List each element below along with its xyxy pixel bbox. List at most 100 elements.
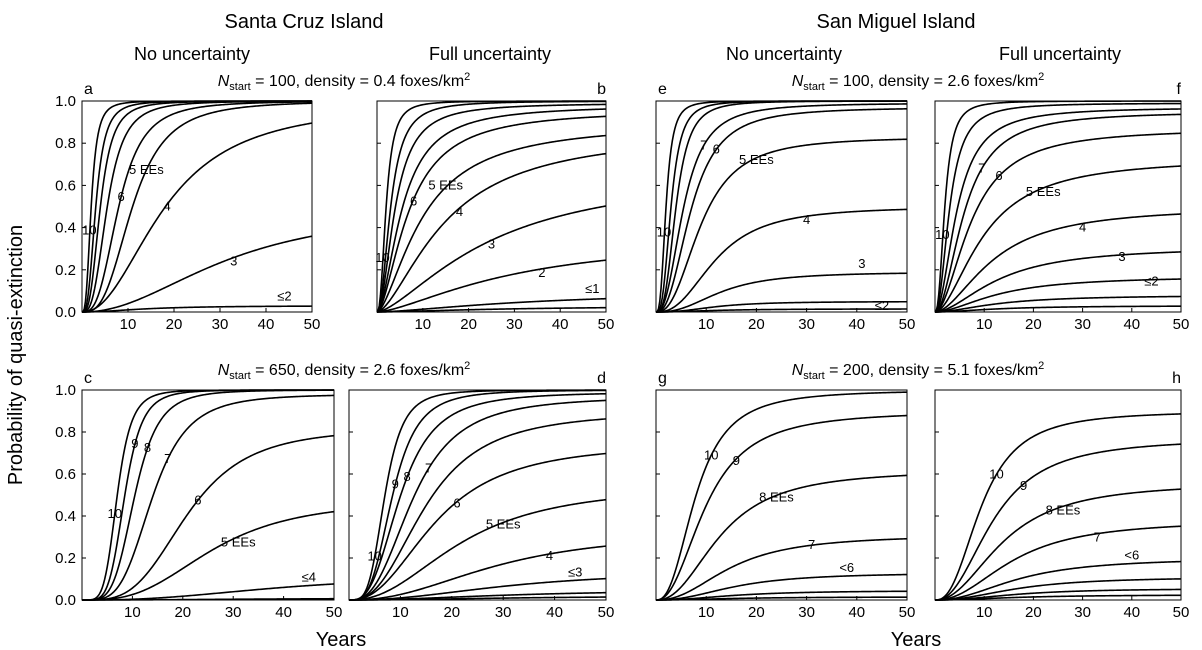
panel-letter: e: [658, 81, 667, 98]
curve-label: 6: [453, 496, 460, 511]
curve: [656, 590, 908, 601]
x-tick-label: 30: [506, 316, 523, 333]
curve-label: 9: [1020, 478, 1027, 493]
curve-label: 7: [1094, 530, 1101, 545]
curve-label: 7: [164, 451, 171, 466]
curve-≤1: [376, 297, 607, 313]
curve: [81, 100, 312, 313]
curve-label: 7: [978, 161, 985, 176]
curve-6: [348, 452, 607, 601]
x-tick-label: 50: [899, 316, 916, 333]
curve-2: [376, 259, 607, 313]
curve-3: [656, 272, 908, 313]
curve-label: 10: [704, 447, 718, 462]
curve-label: ≤2: [1144, 274, 1158, 289]
x-tick-label: 10: [976, 604, 993, 621]
curve-10: [655, 391, 908, 601]
curve: [934, 305, 1182, 313]
curve-<6: [656, 573, 908, 601]
x-tick-label: 30: [1074, 604, 1091, 621]
curve-6: [376, 115, 607, 313]
curve-8: [349, 392, 607, 601]
curve-4: [81, 122, 313, 313]
curve-5-EEs: [655, 138, 908, 313]
y-tick-label: 1.0: [55, 93, 76, 110]
right-no-uncertainty-heading: No uncertainty: [726, 44, 842, 64]
curve-label: 3: [858, 256, 865, 271]
curve-label: 6: [995, 168, 1002, 183]
y-tick-label: 0.8: [55, 424, 76, 441]
x-tick-label: 20: [174, 604, 191, 621]
x-axis-label-right: Years: [891, 629, 941, 650]
curve: [82, 597, 334, 601]
curve-8: [82, 389, 334, 601]
x-tick-label: 10: [698, 316, 715, 333]
curve-label: 6: [410, 193, 417, 208]
curve-label: 4: [546, 548, 553, 563]
curve-5-EEs: [376, 134, 607, 313]
x-tick-label: 10: [392, 604, 409, 621]
x-tick-label: 30: [212, 316, 229, 333]
curve: [656, 596, 908, 601]
x-tick-label: 10: [976, 316, 993, 333]
y-tick-label: 0.0: [55, 592, 76, 609]
curve-label: ≤4: [302, 570, 316, 585]
x-tick-label: 10: [120, 316, 137, 333]
curve-4: [349, 545, 607, 601]
panel-h: h 10 20 30 40 50 10 9 8 EEs 7 <6: [934, 370, 1190, 621]
curve-label: 7: [425, 460, 432, 475]
x-tick-label: 40: [275, 604, 292, 621]
curve-≤2: [934, 278, 1182, 313]
curve-7: [655, 103, 908, 313]
y-tick-label: 0.4: [55, 220, 76, 237]
right-full-uncertainty-heading: Full uncertainty: [999, 44, 1121, 64]
curve: [935, 578, 1182, 601]
curve-6: [655, 108, 908, 313]
curve: [655, 100, 907, 313]
panel-letter: h: [1172, 370, 1181, 387]
x-tick-label: 20: [748, 604, 765, 621]
y-axis-label: Probability of quasi-extinction: [5, 225, 27, 485]
curve-7: [934, 113, 1182, 313]
curve-≤3: [349, 577, 607, 601]
x-tick-label: 10: [124, 604, 141, 621]
left-island-title: Santa Cruz Island: [225, 11, 384, 33]
right-island-title: San Miguel Island: [817, 11, 976, 33]
curve-<6: [935, 560, 1182, 601]
y-tick-label: 0.0: [55, 304, 76, 321]
curve-7: [82, 394, 335, 601]
y-tick-label: 0.2: [55, 262, 76, 279]
x-tick-label: 30: [798, 604, 815, 621]
curve-label: 6: [713, 142, 720, 157]
x-tick-label: 50: [326, 604, 343, 621]
curve-8-EEs: [934, 488, 1182, 601]
curve-6: [81, 101, 313, 313]
panel-frame: [934, 389, 1182, 601]
curve-label: 5 EEs: [129, 162, 164, 177]
curve-7: [349, 399, 607, 601]
x-tick-label: 50: [1173, 604, 1190, 621]
y-tick-label: 0.4: [55, 508, 76, 525]
curve-label: 5 EEs: [739, 152, 774, 167]
y-tick-label: 1.0: [55, 382, 76, 399]
curve-6: [82, 434, 335, 601]
curve-label: 3: [488, 236, 495, 251]
curve-label: 4: [1079, 220, 1086, 235]
curve-10: [655, 100, 907, 313]
curve-4: [934, 213, 1182, 313]
panel-frame: [81, 389, 335, 601]
panel-frame: [81, 100, 313, 313]
curve-9: [934, 443, 1182, 601]
curve-label: <6: [839, 560, 854, 575]
curve: [935, 588, 1182, 601]
curve-label: ≤2: [277, 288, 291, 303]
curve: [934, 102, 1181, 313]
panel-letter: g: [658, 370, 667, 387]
curve-8-EEs: [655, 474, 908, 601]
curve-5-EEs: [934, 165, 1182, 313]
x-tick-label: 20: [1025, 316, 1042, 333]
